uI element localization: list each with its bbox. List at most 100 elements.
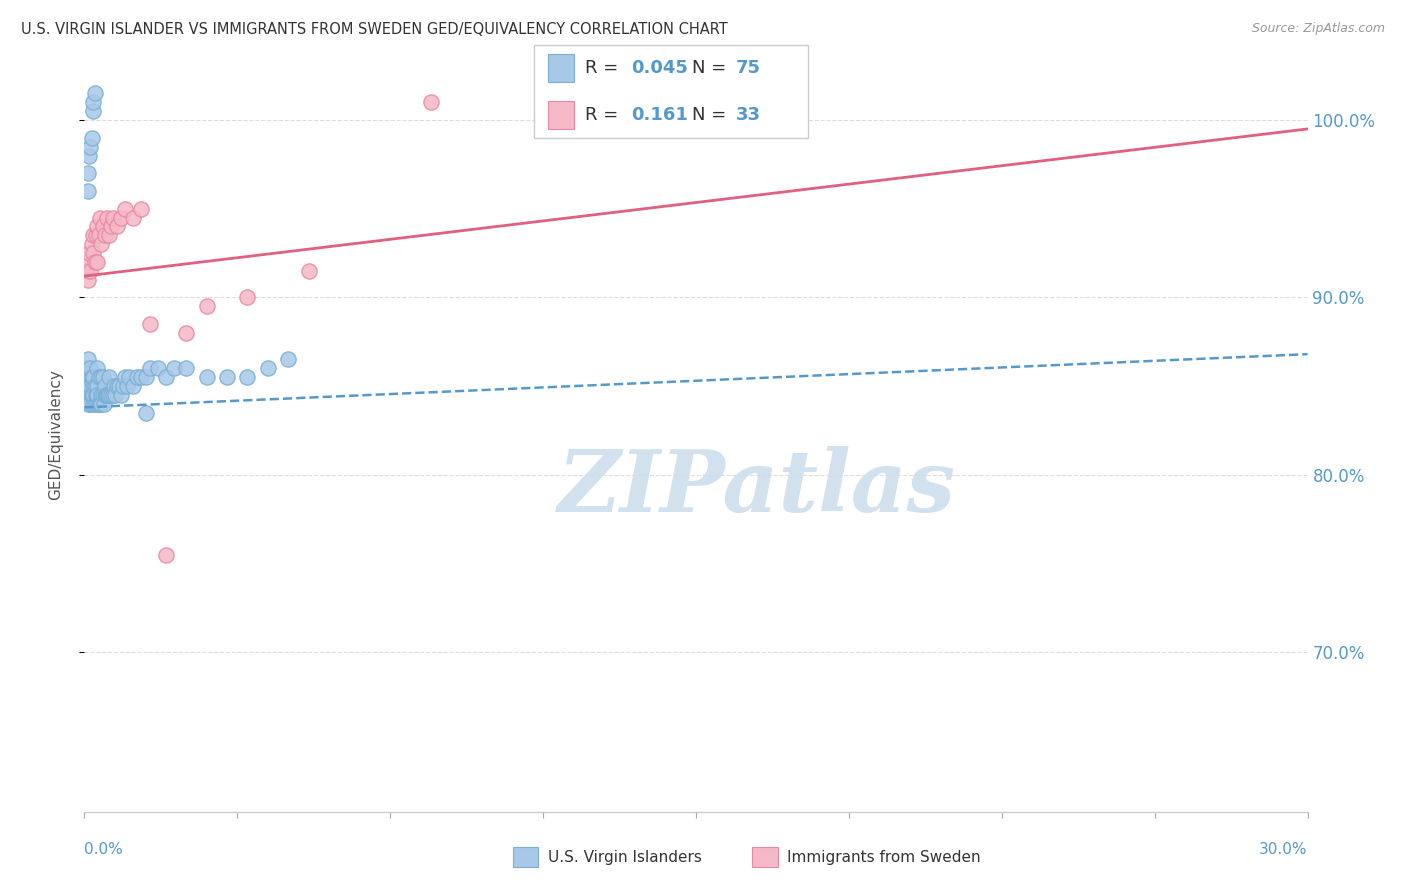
Point [90, 388, 112, 402]
Point [277, 352, 299, 367]
Point [131, 370, 153, 384]
Text: U.S. Virgin Islanders: U.S. Virgin Islanders [548, 850, 702, 864]
Point [80, 237, 103, 252]
Text: 0.0%: 0.0% [84, 842, 124, 857]
Point [80, 130, 103, 145]
Point [77, 397, 100, 411]
Point [90, 370, 112, 384]
Point [127, 370, 149, 384]
Point [114, 202, 136, 216]
Point [146, 361, 169, 376]
Point [77, 148, 100, 162]
Point [122, 379, 145, 393]
Point [82, 246, 104, 260]
Text: U.S. VIRGIN ISLANDER VS IMMIGRANTS FROM SWEDEN GED/EQUIVALENCY CORRELATION CHART: U.S. VIRGIN ISLANDER VS IMMIGRANTS FROM … [21, 22, 728, 37]
Point [96, 211, 118, 225]
Text: Immigrants from Sweden: Immigrants from Sweden [787, 850, 981, 864]
Point [298, 264, 321, 278]
Point [80, 388, 103, 402]
Point [91, 388, 114, 402]
Point [79, 397, 101, 411]
Text: 30.0%: 30.0% [1260, 842, 1308, 857]
Point [100, 388, 122, 402]
Point [89, 211, 111, 225]
Point [79, 139, 101, 153]
Point [93, 397, 115, 411]
Point [75, 388, 97, 402]
Point [80, 370, 103, 384]
Point [97, 370, 120, 384]
Point [90, 397, 112, 411]
Point [83, 379, 105, 393]
Point [86, 255, 108, 269]
Point [87, 370, 110, 384]
Point [77, 352, 100, 367]
Point [76, 273, 98, 287]
Point [82, 379, 104, 393]
Point [101, 388, 124, 402]
Point [77, 370, 100, 384]
Point [77, 166, 100, 180]
Point [90, 237, 112, 252]
Point [75, 379, 97, 393]
Point [76, 361, 98, 376]
Point [82, 104, 104, 119]
Point [115, 379, 138, 393]
Point [77, 255, 100, 269]
Point [84, 388, 107, 402]
Point [83, 397, 105, 411]
Point [257, 361, 280, 376]
Point [83, 87, 105, 101]
Point [93, 388, 115, 402]
Point [82, 228, 104, 243]
Point [104, 388, 127, 402]
Point [155, 370, 177, 384]
Text: N =: N = [692, 59, 731, 77]
Point [93, 379, 115, 393]
Point [76, 370, 98, 384]
Text: N =: N = [692, 106, 731, 124]
Text: 0.045: 0.045 [631, 59, 688, 77]
Point [112, 379, 135, 393]
Point [89, 397, 111, 411]
Point [155, 548, 177, 562]
Point [75, 264, 97, 278]
Point [93, 228, 115, 243]
Point [114, 370, 136, 384]
Point [82, 370, 104, 384]
Point [105, 219, 128, 234]
Text: ZIPatlas: ZIPatlas [558, 446, 956, 529]
Point [94, 388, 117, 402]
Point [110, 211, 132, 225]
Point [76, 184, 98, 198]
Point [108, 379, 131, 393]
Point [131, 202, 153, 216]
Point [138, 361, 160, 376]
Point [122, 211, 145, 225]
Point [118, 370, 141, 384]
Text: Source: ZipAtlas.com: Source: ZipAtlas.com [1251, 22, 1385, 36]
Point [86, 397, 108, 411]
Point [79, 379, 101, 393]
Point [91, 219, 114, 234]
Point [174, 361, 197, 376]
Point [87, 397, 110, 411]
Point [79, 361, 101, 376]
Point [97, 388, 120, 402]
Point [82, 95, 104, 110]
Point [97, 228, 120, 243]
Point [105, 379, 128, 393]
Text: 0.161: 0.161 [631, 106, 688, 124]
Point [86, 219, 108, 234]
Point [77, 383, 100, 397]
Point [110, 388, 132, 402]
Point [86, 388, 108, 402]
Point [87, 228, 110, 243]
Point [91, 370, 114, 384]
Point [420, 95, 443, 110]
Text: R =: R = [585, 59, 624, 77]
Point [103, 379, 125, 393]
Point [217, 370, 239, 384]
Point [97, 388, 120, 402]
Text: R =: R = [585, 106, 624, 124]
